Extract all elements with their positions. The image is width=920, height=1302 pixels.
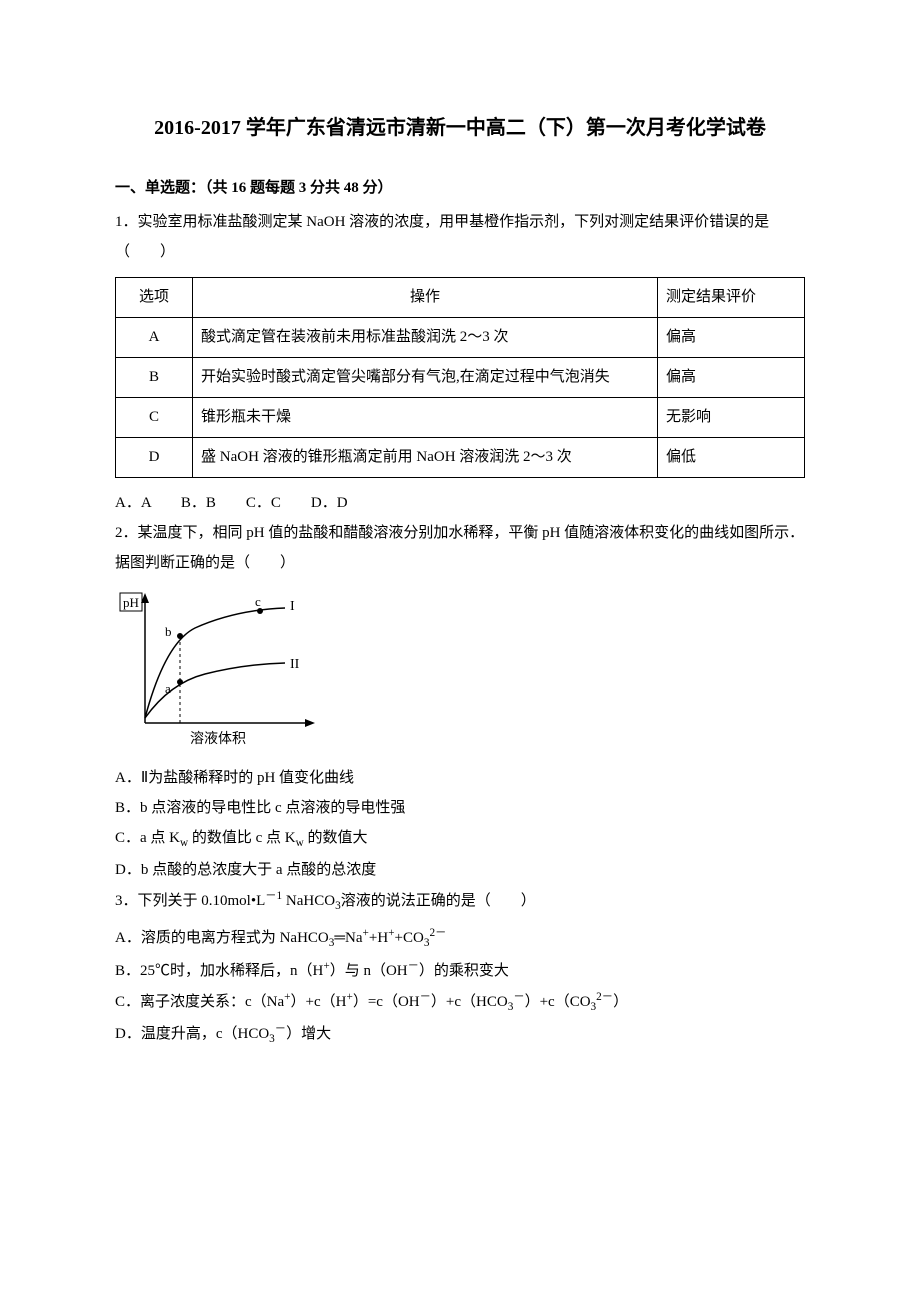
q3b-suffix: ）的乘积变大 [419, 963, 509, 979]
table-row: 开始实验时酸式滴定管尖嘴部分有气泡,在滴定过程中气泡消失 [193, 358, 658, 398]
section-1-heading: 一、单选题：（共 16 题每题 3 分共 48 分） [115, 176, 805, 197]
q3c-sup3: － [420, 991, 431, 1003]
document-title: 2016-2017 学年广东省清远市清新一中高二（下）第一次月考化学试卷 [115, 110, 805, 146]
q3a-h: +H [369, 930, 388, 946]
question-3-stem: 3．下列关于 0.10mol•L－1 NaHCO3溶液的说法正确的是（ ） [115, 885, 805, 918]
q3d-suffix: ）增大 [286, 1026, 331, 1042]
q2c-suffix: 的数值大 [304, 830, 368, 846]
chart-curve1-label: I [290, 599, 295, 614]
q3a-eq: ═ [334, 930, 345, 946]
q3-stem-suffix: 溶液的说法正确的是（ ） [341, 893, 536, 909]
table-row: B [116, 358, 193, 398]
table-header-operation: 操作 [193, 278, 658, 318]
q2c-prefix: C．a 点 K [115, 830, 180, 846]
q3c-p2: ）=c（OH [353, 994, 420, 1010]
question-2-option-b: B．b 点溶液的导电性比 c 点溶液的导电性强 [115, 793, 805, 823]
question-2-stem: 2．某温度下，相同 pH 值的盐酸和醋酸溶液分别加水稀释，平衡 pH 值随溶液体… [115, 518, 805, 578]
q3b-sup2: － [408, 960, 419, 972]
q3c-p3: ）+c（HCO [431, 994, 508, 1010]
q3-stem-mid: NaHCO [282, 893, 335, 909]
q3c-p1: ）+c（H [291, 994, 347, 1010]
table-row: C [116, 398, 193, 438]
question-2-option-d: D．b 点酸的总浓度大于 a 点酸的总浓度 [115, 855, 805, 885]
q3a-na: Na [345, 930, 363, 946]
q3d-prefix: D．温度升高，c（HCO [115, 1026, 269, 1042]
q3b-mid: ）与 n（OH [330, 963, 408, 979]
chart-point-a: a [165, 681, 171, 696]
chart-x-label: 溶液体积 [190, 731, 246, 747]
q3b-prefix: B．25℃时，加水稀释后，n（H [115, 963, 323, 979]
q3-stem-prefix: 3．下列关于 0.10mol•L [115, 893, 265, 909]
question-3-option-d: D．温度升高，c（HCO3－）增大 [115, 1018, 805, 1051]
chart-curve2-label: II [290, 657, 300, 672]
q3c-suffix: ） [613, 994, 628, 1010]
table-row: 锥形瓶未干燥 [193, 398, 658, 438]
q2c-sub1: w [180, 837, 188, 849]
q3c-p4: ）+c（CO [525, 994, 591, 1010]
question-3-option-a: A．溶质的电离方程式为 NaHCO3═Na++H++CO32－ [115, 922, 805, 955]
question-1-options: A．A B．B C．C D．D [115, 488, 805, 518]
table-row: 偏高 [658, 318, 805, 358]
q3a-sup3: 2－ [429, 927, 446, 939]
question-2-chart: pH I II a b c 溶液体积 [115, 588, 805, 753]
q3d-sup1: － [275, 1023, 286, 1035]
chart-y-label: pH [123, 595, 139, 610]
table-header-option: 选项 [116, 278, 193, 318]
q2c-sub2: w [296, 837, 304, 849]
q3a-prefix: A．溶质的电离方程式为 NaHCO [115, 930, 329, 946]
table-row: A [116, 318, 193, 358]
chart-point-b: b [165, 624, 172, 639]
table-row: 酸式滴定管在装液前未用标准盐酸润洗 2～3 次 [193, 318, 658, 358]
table-row: 偏高 [658, 358, 805, 398]
question-2-option-a: A．Ⅱ为盐酸稀释时的 pH 值变化曲线 [115, 763, 805, 793]
question-1-stem: 1．实验室用标准盐酸测定某 NaOH 溶液的浓度，用甲基橙作指示剂，下列对测定结… [115, 207, 805, 267]
q3c-prefix: C．离子浓度关系：c（Na [115, 994, 284, 1010]
q2c-mid: 的数值比 c 点 K [188, 830, 296, 846]
table-row: 盛 NaOH 溶液的锥形瓶滴定前用 NaOH 溶液润洗 2～3 次 [193, 438, 658, 478]
question-1-table: 选项 操作 测定结果评价 A 酸式滴定管在装液前未用标准盐酸润洗 2～3 次 偏… [115, 277, 805, 478]
table-row: D [116, 438, 193, 478]
question-3-option-b: B．25℃时，加水稀释后，n（H+）与 n（OH－）的乘积变大 [115, 955, 805, 986]
table-row: 偏低 [658, 438, 805, 478]
table-row: 无影响 [658, 398, 805, 438]
q3c-sup4: － [513, 991, 524, 1003]
q3-stem-sup1: －1 [265, 890, 282, 902]
table-header-eval: 测定结果评价 [658, 278, 805, 318]
chart-point-c: c [255, 594, 261, 609]
question-3-option-c: C．离子浓度关系：c（Na+）+c（H+）=c（OH－）+c（HCO3－）+c（… [115, 986, 805, 1019]
q3c-sup5: 2－ [596, 991, 613, 1003]
q3a-co3: +CO [395, 930, 424, 946]
question-2-option-c: C．a 点 Kw 的数值比 c 点 Kw 的数值大 [115, 823, 805, 855]
